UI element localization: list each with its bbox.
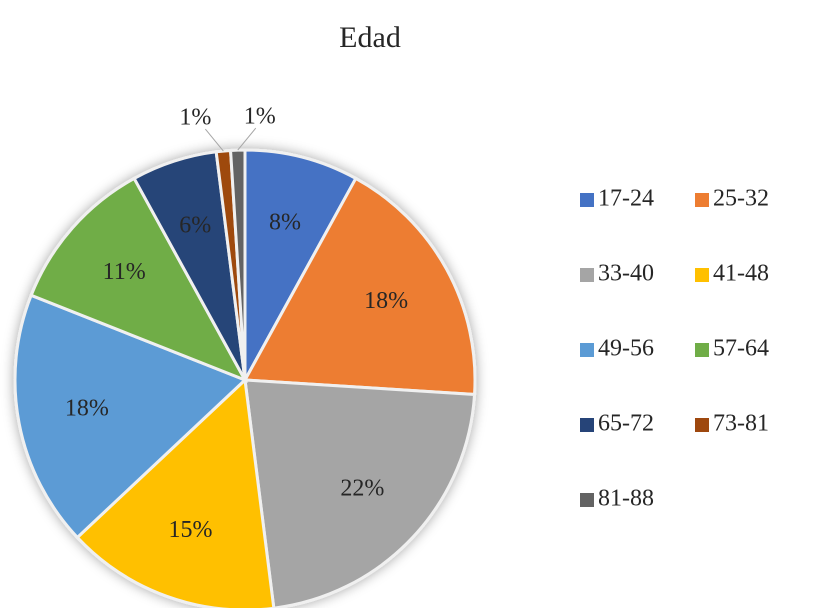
legend-swatch (580, 343, 594, 357)
legend-swatch (580, 418, 594, 432)
pie-slice (75, 376, 276, 608)
legend-swatch (695, 343, 709, 357)
legend-swatch (695, 418, 709, 432)
pie-slice (243, 148, 358, 381)
data-label: 11% (103, 259, 146, 285)
legend-label: 17-24 (598, 186, 654, 212)
pie-slice (243, 378, 477, 608)
legend-label: 65-72 (598, 411, 654, 437)
legend-swatch (580, 493, 594, 507)
data-label: 22% (340, 476, 384, 502)
data-label: 18% (65, 396, 109, 422)
pie-slice (242, 176, 477, 397)
legend-label: 81-88 (598, 486, 654, 512)
data-label: 15% (168, 517, 212, 543)
pie (13, 148, 477, 608)
pie-slice (228, 148, 247, 381)
legend-swatch (695, 268, 709, 282)
pie-slice (29, 176, 249, 383)
legend-label: 57-64 (713, 336, 769, 362)
data-label: 1% (179, 105, 211, 131)
legend-swatch (580, 193, 594, 207)
data-label: 8% (269, 210, 301, 236)
legend-label: 73-81 (713, 411, 769, 437)
chart-title: Edad (339, 21, 401, 54)
legend-label: 33-40 (598, 261, 654, 287)
data-label: 1% (244, 104, 276, 130)
legend-label: 25-32 (713, 186, 769, 212)
data-label: 6% (179, 212, 211, 238)
data-label: 18% (364, 288, 408, 314)
leader-line (237, 127, 257, 151)
legend-label: 49-56 (598, 336, 654, 362)
legend-swatch (580, 268, 594, 282)
leader-line (204, 128, 224, 152)
pie-slice (13, 293, 248, 540)
legend-swatch (695, 193, 709, 207)
legend-label: 41-48 (713, 261, 769, 287)
